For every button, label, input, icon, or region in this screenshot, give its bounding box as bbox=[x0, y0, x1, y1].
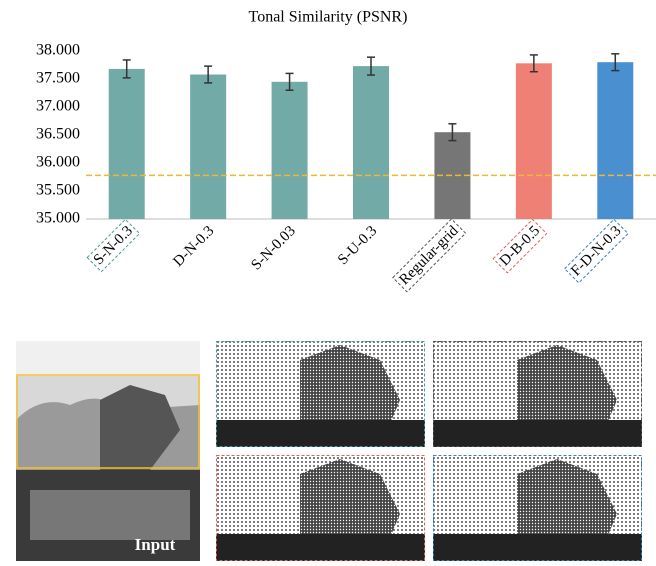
bar bbox=[109, 69, 145, 219]
y-tick-label: 36.000 bbox=[36, 154, 80, 171]
x-tick-group: S-N-0.3 bbox=[87, 219, 139, 271]
bar bbox=[353, 66, 389, 219]
bar bbox=[516, 63, 552, 219]
x-tick-group: D-N-0.3 bbox=[170, 223, 217, 270]
x-tick-group: Regular-grid bbox=[393, 219, 466, 292]
x-tick-group: S-U-0.3 bbox=[335, 223, 380, 268]
y-tick-label: 35.500 bbox=[36, 182, 80, 199]
input-image: Input bbox=[16, 341, 200, 561]
bar bbox=[272, 82, 308, 219]
x-tick-label: S-N-0.03 bbox=[248, 223, 299, 274]
y-tick-label: 38.000 bbox=[36, 42, 80, 59]
x-tick-label: S-N-0.3 bbox=[91, 223, 136, 268]
input-label: Input bbox=[135, 535, 176, 554]
halftone-panels bbox=[216, 341, 642, 561]
bar bbox=[190, 75, 226, 219]
chart: 35.000 35.500 36.000 36.500 37.000 37.500 38.0… bbox=[36, 42, 656, 292]
y-tick-label: 36.500 bbox=[36, 126, 80, 143]
bar bbox=[597, 62, 633, 219]
y-tick-label: 35.000 bbox=[36, 210, 80, 227]
x-tick-group: S-N-0.03 bbox=[248, 223, 299, 274]
x-tick-label: S-U-0.3 bbox=[335, 223, 380, 268]
chart-title: Tonal Similarity (PSNR) bbox=[249, 9, 408, 26]
page: Tonal Similarity (PSNR) 35.000 35.500 36.0… bbox=[0, 0, 656, 561]
x-tick-group: D-B-0.5 bbox=[493, 219, 546, 272]
x-tick-label: D-B-0.5 bbox=[497, 223, 543, 269]
x-tick-label: D-N-0.3 bbox=[170, 223, 217, 270]
x-tick-label: F-D-N-0.3 bbox=[568, 223, 624, 279]
x-tick-group: F-D-N-0.3 bbox=[565, 219, 628, 282]
x-tick-label: Regular-grid bbox=[396, 223, 462, 289]
y-tick-label: 37.000 bbox=[36, 98, 80, 115]
y-tick-label: 37.500 bbox=[36, 70, 80, 87]
